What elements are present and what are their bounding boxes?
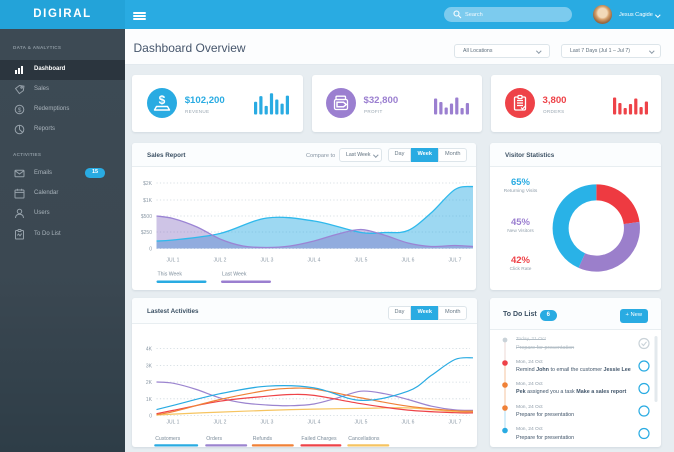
svg-text:Orders: Orders (206, 436, 222, 442)
svg-text:JUL 1: JUL 1 (167, 420, 180, 426)
svg-text:Customers: Customers (155, 436, 180, 442)
svg-text:$2K: $2K (143, 181, 153, 187)
svg-text:JUL 2: JUL 2 (214, 258, 227, 264)
svg-text:JUL 7: JUL 7 (449, 258, 462, 264)
svg-text:1K: 1K (146, 397, 153, 403)
svg-text:Refunds: Refunds (253, 436, 273, 442)
svg-text:$500: $500 (141, 214, 152, 220)
svg-text:Failed Charges: Failed Charges (301, 436, 337, 442)
svg-text:3K: 3K (146, 363, 153, 369)
svg-text:JUL 2: JUL 2 (214, 420, 227, 426)
svg-text:JUL 3: JUL 3 (261, 258, 274, 264)
svg-text:$: $ (158, 93, 165, 107)
svg-text:JUL 3: JUL 3 (261, 420, 274, 426)
svg-text:Cancellations: Cancellations (348, 436, 380, 442)
svg-text:JUL 5: JUL 5 (355, 258, 368, 264)
svg-text:JUL 7: JUL 7 (449, 420, 462, 426)
svg-text:0: 0 (149, 413, 152, 419)
svg-text:JUL 1: JUL 1 (167, 258, 180, 264)
svg-text:JUL 6: JUL 6 (402, 258, 415, 264)
svg-text:JUL 4: JUL 4 (308, 420, 321, 426)
svg-text:0: 0 (149, 247, 152, 253)
svg-text:2K: 2K (146, 380, 153, 386)
svg-text:This Week: This Week (158, 272, 183, 278)
svg-text:Last Week: Last Week (222, 272, 247, 278)
svg-text:$250: $250 (141, 230, 152, 236)
svg-text:$1K: $1K (143, 198, 153, 204)
svg-text:JUL 6: JUL 6 (402, 420, 415, 426)
svg-text:$: $ (18, 107, 22, 114)
svg-text:JUL 4: JUL 4 (308, 258, 321, 264)
svg-text:JUL 5: JUL 5 (355, 420, 368, 426)
svg-text:4K: 4K (146, 347, 153, 353)
